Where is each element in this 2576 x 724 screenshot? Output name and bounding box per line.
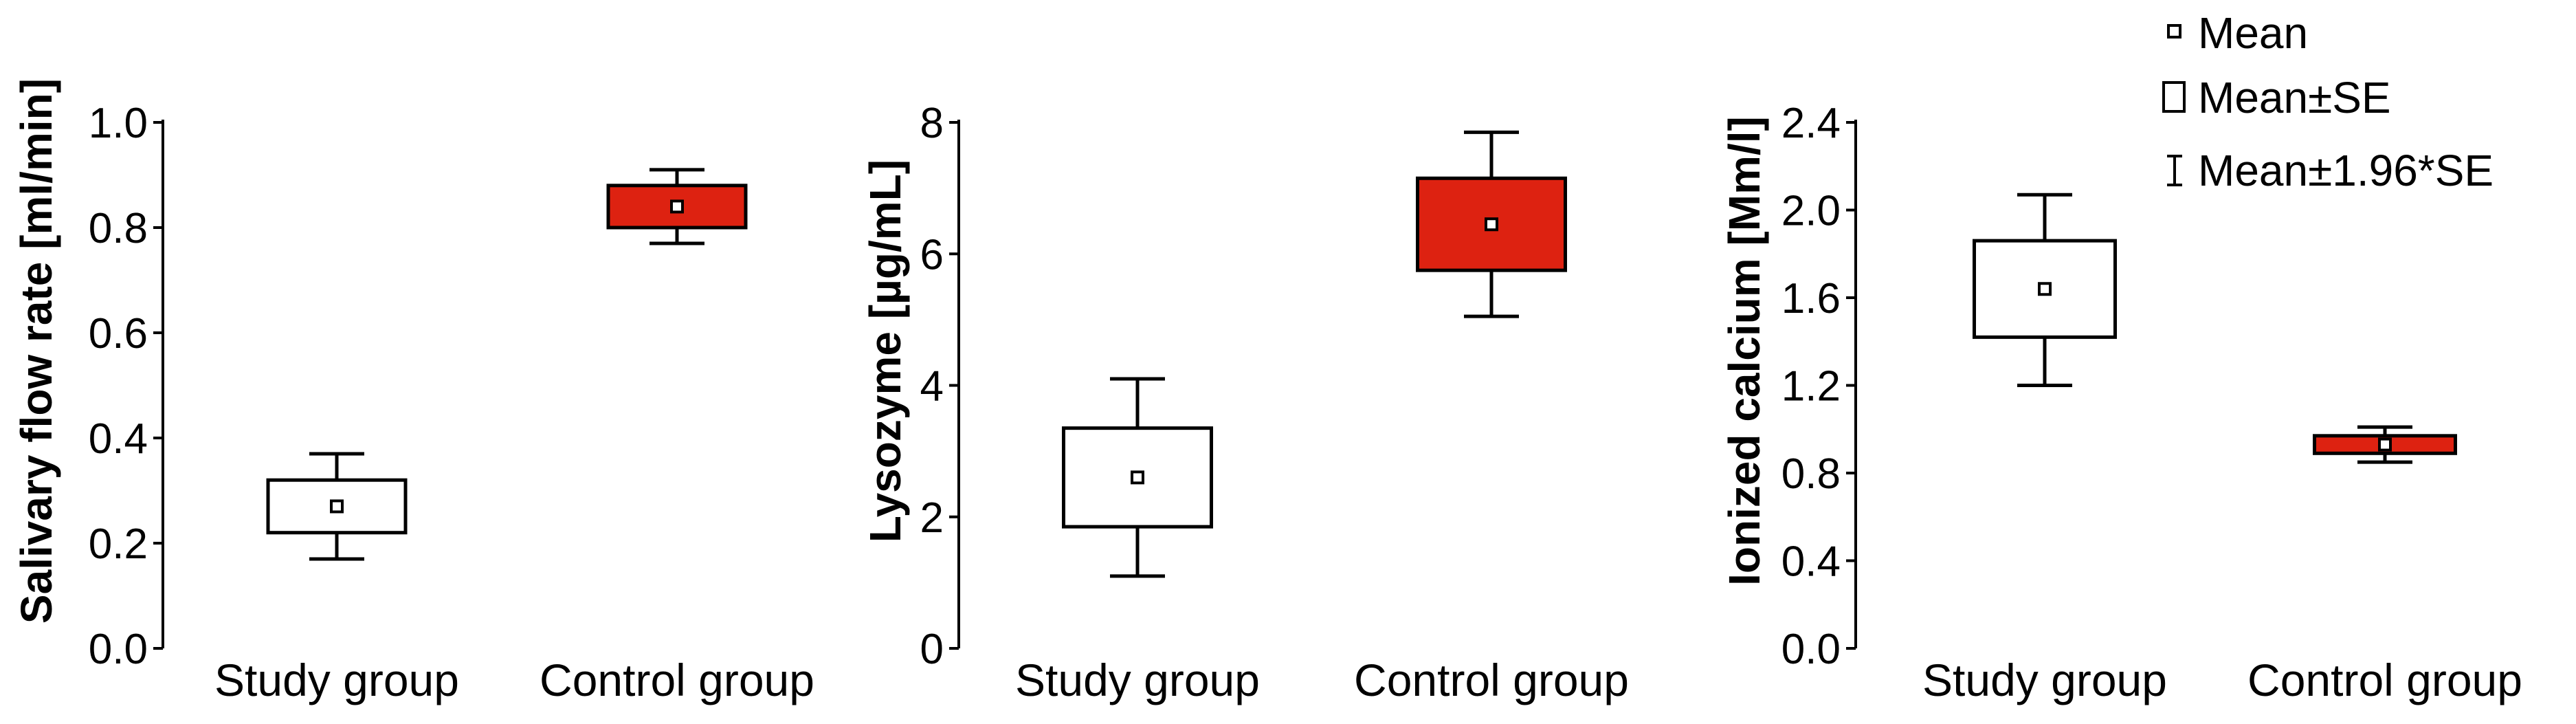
y-tick-label: 1.2 — [1781, 363, 1841, 410]
legend-whisker-icon — [2167, 155, 2182, 186]
legend-item-mean-se: Mean±SE — [2162, 73, 2391, 122]
box-study — [1973, 193, 2117, 387]
box-study — [1062, 377, 1213, 578]
y-tick-label: 0 — [920, 626, 944, 673]
mean-marker — [1131, 470, 1144, 485]
mean-marker — [2038, 282, 2052, 296]
y-tick-label: 0.0 — [89, 626, 148, 673]
mean-marker — [670, 199, 684, 214]
box-control — [1416, 130, 1567, 318]
y-tick-label: 8 — [920, 100, 944, 147]
category-label: Control group — [2247, 655, 2522, 705]
mean-marker — [2378, 437, 2392, 452]
y-tick-label: 0.4 — [1781, 538, 1841, 586]
y-tick-label: 0.6 — [89, 310, 148, 358]
chart-panel-1: 0.0 0.2 0.4 0.6 0.8 1.0 Salivary flow rate [ml… — [12, 78, 814, 705]
y-tick-label: 0.8 — [89, 205, 148, 252]
y-axis-title: Lysozyme [µg/mL] — [860, 160, 910, 542]
box-control — [2313, 425, 2457, 464]
y-axis-title: Ionized calcium [Mm/l] — [1720, 116, 1769, 586]
legend-mean-icon — [2167, 24, 2181, 39]
y-tick-label: 0.8 — [1781, 450, 1841, 498]
y-tick-label: 2.4 — [1781, 100, 1841, 147]
y-tick-label: 6 — [920, 231, 944, 278]
mean-marker — [1485, 217, 1498, 232]
y-tick-label: 1.0 — [89, 100, 148, 147]
category-label: Study group — [1922, 655, 2167, 705]
y-tick-label: 2.0 — [1781, 188, 1841, 235]
y-tick-label: 1.6 — [1781, 275, 1841, 322]
mean-marker — [330, 499, 344, 514]
y-tick-label: 0.0 — [1781, 626, 1841, 673]
category-label: Control group — [1354, 655, 1629, 705]
chart-panels: 0.0 0.2 0.4 0.6 0.8 1.0 Salivary flow rate [ml… — [12, 78, 2522, 705]
legend-item-mean-ci: Mean±1.96*SE — [2167, 146, 2494, 195]
legend-mean-label: Mean — [2198, 8, 2308, 58]
category-label: Control group — [540, 655, 814, 705]
legend-mean-se-icon — [2162, 81, 2186, 113]
y-tick-label: 4 — [920, 363, 944, 410]
box-control — [606, 168, 748, 245]
box-study — [266, 452, 408, 561]
y-tick-label: 0.2 — [89, 520, 148, 568]
legend-mean-se-label: Mean±SE — [2198, 73, 2391, 122]
chart-panel-3: 0.0 0.4 0.8 1.2 1.6 2.0 2.4 Ionized calcium [Mm… — [1720, 100, 2522, 705]
y-tick-label: 2 — [920, 494, 944, 542]
category-label: Study group — [214, 655, 459, 705]
legend-mean-ci-label: Mean±1.96*SE — [2198, 146, 2494, 195]
category-label: Study group — [1015, 655, 1260, 705]
legend: Mean Mean±SE Mean±1.96*SE — [2162, 8, 2494, 195]
y-axis-title: Salivary flow rate [ml/min] — [12, 78, 61, 624]
y-tick-label: 0.4 — [89, 415, 148, 463]
legend-item-mean: Mean — [2167, 8, 2308, 58]
